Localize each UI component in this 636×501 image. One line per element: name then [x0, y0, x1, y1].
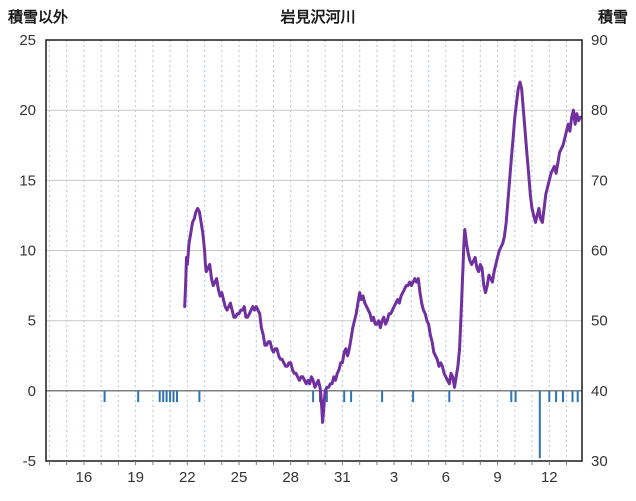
bottom-day-ticks	[48, 461, 567, 465]
svg-text:80: 80	[591, 102, 608, 119]
svg-text:10: 10	[19, 243, 36, 260]
svg-text:16: 16	[76, 469, 93, 486]
right-axis-title: 積雪	[597, 9, 628, 26]
svg-text:30: 30	[591, 453, 608, 470]
chart-title: 岩見沢河川	[280, 9, 356, 26]
plot-frame	[45, 39, 583, 462]
right-axis-tick-labels: 90 80 70 60 50 40 30	[591, 32, 608, 470]
svg-text:25: 25	[231, 469, 248, 486]
svg-text:19: 19	[127, 469, 144, 486]
svg-text:31: 31	[334, 469, 351, 486]
svg-text:20: 20	[19, 102, 36, 119]
left-axis-tick-labels: 25 20 15 10 5 0 -5	[19, 32, 36, 470]
x-axis-tick-labels: 16 19 22 25 28 31 3 6 9 12	[76, 469, 558, 486]
svg-text:60: 60	[591, 243, 608, 260]
precip-ticks	[103, 390, 579, 459]
svg-text:5: 5	[28, 313, 36, 330]
svg-text:0: 0	[28, 383, 36, 400]
svg-text:22: 22	[179, 469, 196, 486]
svg-text:12: 12	[541, 469, 558, 486]
svg-text:-5: -5	[23, 453, 36, 470]
svg-text:15: 15	[19, 172, 36, 189]
svg-text:90: 90	[591, 32, 608, 49]
left-axis-title: 積雪以外	[8, 9, 69, 26]
svg-text:6: 6	[442, 469, 450, 486]
snow-depth-line	[183, 80, 582, 424]
horizontal-gridlines	[46, 109, 582, 322]
svg-text:50: 50	[591, 313, 608, 330]
svg-text:40: 40	[591, 383, 608, 400]
svg-text:3: 3	[390, 469, 398, 486]
svg-text:9: 9	[493, 469, 501, 486]
svg-text:25: 25	[19, 32, 36, 49]
svg-text:70: 70	[591, 172, 608, 189]
svg-text:28: 28	[282, 469, 299, 486]
